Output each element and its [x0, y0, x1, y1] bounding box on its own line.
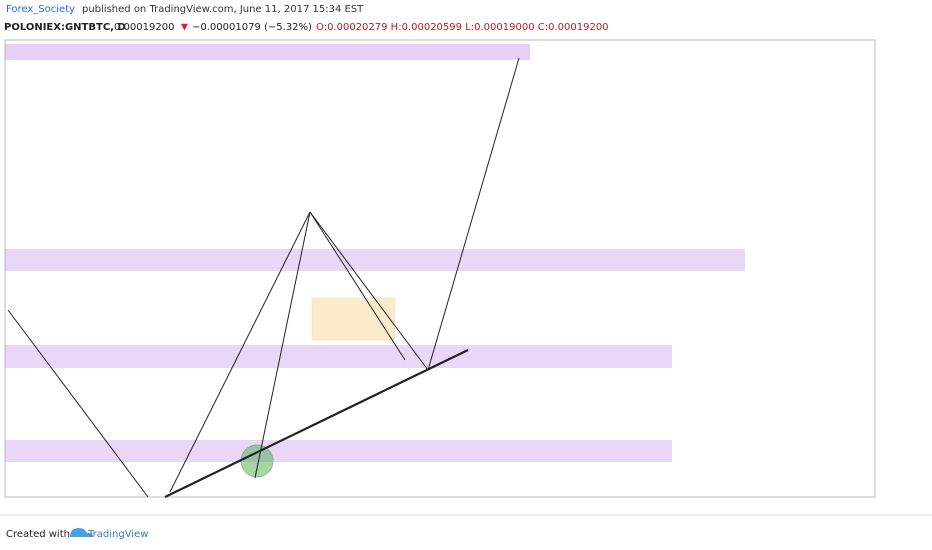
- consolidation-box: [311, 297, 396, 341]
- footer-text: Created with: [6, 529, 70, 540]
- zone: [5, 440, 672, 462]
- footer-brand[interactable]: TradingView: [87, 529, 148, 540]
- symbol: POLONIEX:GNTBTC, D: [4, 22, 126, 33]
- change: −0.00001079 (−5.32%): [192, 22, 312, 33]
- author[interactable]: Forex_Society: [6, 4, 75, 15]
- last-price: 0.00019200: [114, 22, 174, 33]
- highlight-circle: [240, 444, 274, 478]
- zone: [5, 44, 530, 60]
- zone: [5, 249, 745, 271]
- trend-lines: [7, 57, 520, 498]
- ohlc: O:0.00020279 H:0.00020599 L:0.00019000 C…: [316, 22, 609, 33]
- published: published on TradingView.com, June 11, 2…: [82, 4, 364, 15]
- zone: [5, 345, 672, 368]
- change-arrow: ▼: [181, 23, 188, 33]
- logo: [70, 528, 93, 537]
- price-axis: [875, 40, 932, 497]
